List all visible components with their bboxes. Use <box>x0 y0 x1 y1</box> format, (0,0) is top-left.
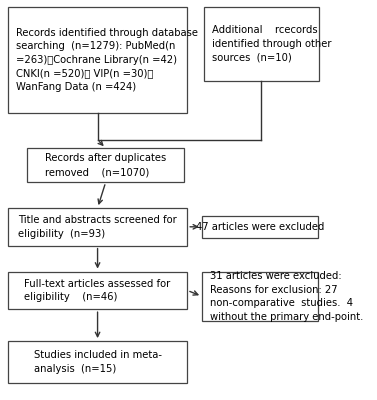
Text: Records after duplicates
removed    (n=1070): Records after duplicates removed (n=1070… <box>45 154 166 177</box>
Text: 31 articles were excluded:
Reasons for exclusion: 27
non-comparative  studies.  : 31 articles were excluded: Reasons for e… <box>210 271 363 322</box>
Text: Records identified through database
searching  (n=1279): PubMed(n
=263)、Cochrane: Records identified through database sear… <box>16 28 198 92</box>
FancyBboxPatch shape <box>202 272 318 321</box>
FancyBboxPatch shape <box>8 272 187 309</box>
Text: Full-text articles assessed for
eligibility    (n=46): Full-text articles assessed for eligibil… <box>25 278 171 302</box>
Text: Title and abstracts screened for
eligibility  (n=93): Title and abstracts screened for eligibi… <box>18 215 177 239</box>
FancyBboxPatch shape <box>28 148 184 182</box>
FancyBboxPatch shape <box>8 208 187 246</box>
FancyBboxPatch shape <box>8 341 187 383</box>
Text: Studies included in meta-
analysis  (n=15): Studies included in meta- analysis (n=15… <box>34 350 162 374</box>
Text: Additional    rcecords
identified through other
sources  (n=10): Additional rcecords identified through o… <box>211 26 331 63</box>
FancyBboxPatch shape <box>202 216 318 238</box>
Text: 47 articles were excluded: 47 articles were excluded <box>196 222 324 232</box>
FancyBboxPatch shape <box>8 7 187 113</box>
FancyBboxPatch shape <box>204 7 319 81</box>
